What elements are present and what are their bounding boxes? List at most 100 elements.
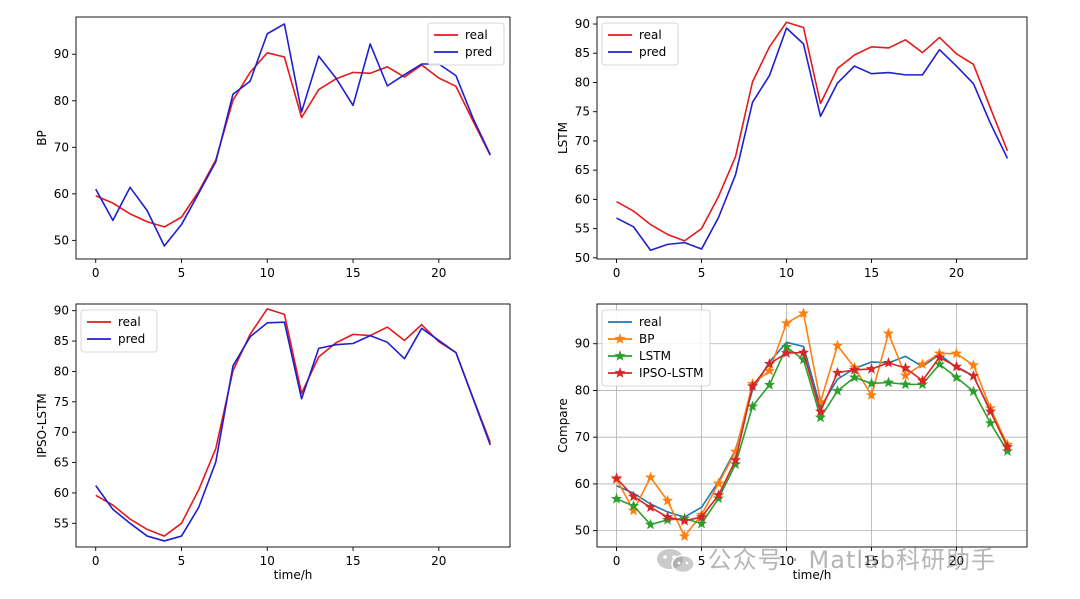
data-point (950, 360, 963, 372)
x-tick-label: 15 (864, 266, 879, 280)
data-point (627, 490, 640, 502)
data-point (627, 500, 640, 511)
legend: real pred (601, 22, 679, 66)
x-tick-label: 10 (779, 554, 794, 568)
subplot-lstm: 0 5 10 15 20 50 55 60 65 70 75 80 85 90 LSTM real pred (556, 16, 1028, 280)
data-point (661, 511, 674, 522)
y-tick-label: 70 (575, 134, 590, 148)
data-point (882, 357, 895, 368)
data-point (729, 458, 742, 470)
data-point (933, 351, 946, 363)
data-point (916, 378, 929, 390)
legend: real pred (80, 309, 158, 353)
plot-area (95, 308, 492, 542)
y-axis-label: BP (35, 130, 49, 145)
plot-area (95, 23, 491, 247)
legend-box (80, 309, 158, 353)
y-tick-label: 60 (575, 192, 590, 206)
legend-label: pred (118, 332, 145, 346)
legend-box (601, 22, 679, 66)
x-tick-label: 0 (92, 554, 100, 568)
data-point (882, 327, 895, 339)
plot-area (616, 21, 1009, 252)
legend-box (601, 309, 711, 387)
y-tick-label: 80 (575, 75, 590, 89)
data-point (712, 489, 725, 500)
x-axis-label: time/h (274, 568, 313, 582)
watermark-text: 公众号 · Matlab科研助手 (707, 546, 996, 574)
data-point (661, 494, 674, 506)
data-point (780, 317, 793, 328)
data-point (967, 359, 980, 370)
data-point (610, 472, 623, 484)
series-line-pred (616, 27, 1009, 252)
x-tick-label: 15 (345, 266, 360, 280)
series-line-pred (95, 23, 491, 247)
legend-label: real (118, 315, 141, 329)
legend-label: real (639, 28, 662, 42)
data-point (814, 405, 827, 417)
x-tick-label: 5 (178, 266, 186, 280)
subplot-ipso-lstm: 0 5 10 15 20 55 60 65 70 75 80 85 90 IPSO-LSTM time/h r… (35, 303, 511, 582)
x-tick-label: 20 (431, 554, 446, 568)
y-tick-label: 85 (54, 334, 69, 348)
data-point (1001, 445, 1014, 456)
data-point (967, 385, 980, 397)
x-tick-label: 20 (949, 554, 964, 568)
legend: real pred (427, 22, 505, 66)
subplot-compare: 0 5 10 15 20 50 60 70 80 90 Compare time/h real BP LST… (556, 303, 1028, 582)
data-point (831, 385, 844, 396)
data-point (865, 377, 878, 389)
legend-marker (614, 350, 626, 361)
data-point (712, 492, 725, 504)
data-point (899, 378, 912, 390)
y-tick-label: 90 (54, 304, 69, 318)
x-tick-label: 0 (613, 554, 621, 568)
legend: real BP LSTM IPSO-LSTM (601, 309, 711, 387)
data-point (848, 371, 861, 383)
y-axis-label: LSTM (556, 122, 570, 154)
y-tick-label: 60 (54, 187, 69, 201)
data-point (746, 380, 759, 391)
plot-area (610, 307, 1014, 541)
data-point (610, 493, 623, 504)
y-tick-label: 75 (54, 395, 69, 409)
y-tick-label: 55 (54, 516, 69, 530)
subplot-bp: 0 5 10 15 20 50 60 70 80 90 BP real pred (35, 16, 511, 280)
data-point (950, 347, 963, 359)
x-tick-label: 15 (864, 554, 879, 568)
axes-frame (75, 16, 511, 260)
series-line-real (95, 308, 492, 537)
wechat-icon (657, 549, 695, 574)
axes-frame (75, 303, 511, 548)
data-point (695, 511, 708, 522)
y-tick-label: 85 (575, 46, 590, 60)
legend-label: pred (639, 45, 666, 59)
y-tick-label: 65 (575, 163, 590, 177)
data-point (644, 518, 657, 530)
watermark: 公众号 · Matlab科研助手 (655, 540, 996, 575)
data-point (763, 378, 776, 390)
x-tick-label: 5 (698, 554, 706, 568)
data-point (678, 530, 691, 541)
data-point (780, 347, 793, 358)
y-tick-label: 70 (575, 430, 590, 444)
legend-label: pred (465, 45, 492, 59)
y-tick-label: 70 (54, 425, 69, 439)
data-point (865, 389, 878, 400)
data-point (865, 363, 878, 374)
legend-marker (614, 333, 626, 344)
y-tick-label: 65 (54, 456, 69, 470)
data-point (814, 411, 827, 423)
y-axis-label: IPSO-LSTM (35, 393, 49, 458)
series-line-pred (95, 321, 492, 542)
y-tick-label: 80 (575, 383, 590, 397)
data-point (967, 370, 980, 381)
legend-label: BP (639, 332, 654, 346)
data-point (899, 362, 912, 373)
y-axis-label: Compare (556, 398, 570, 452)
x-axis-label: time/h (793, 568, 832, 582)
data-point (797, 346, 810, 358)
data-point (644, 501, 657, 513)
